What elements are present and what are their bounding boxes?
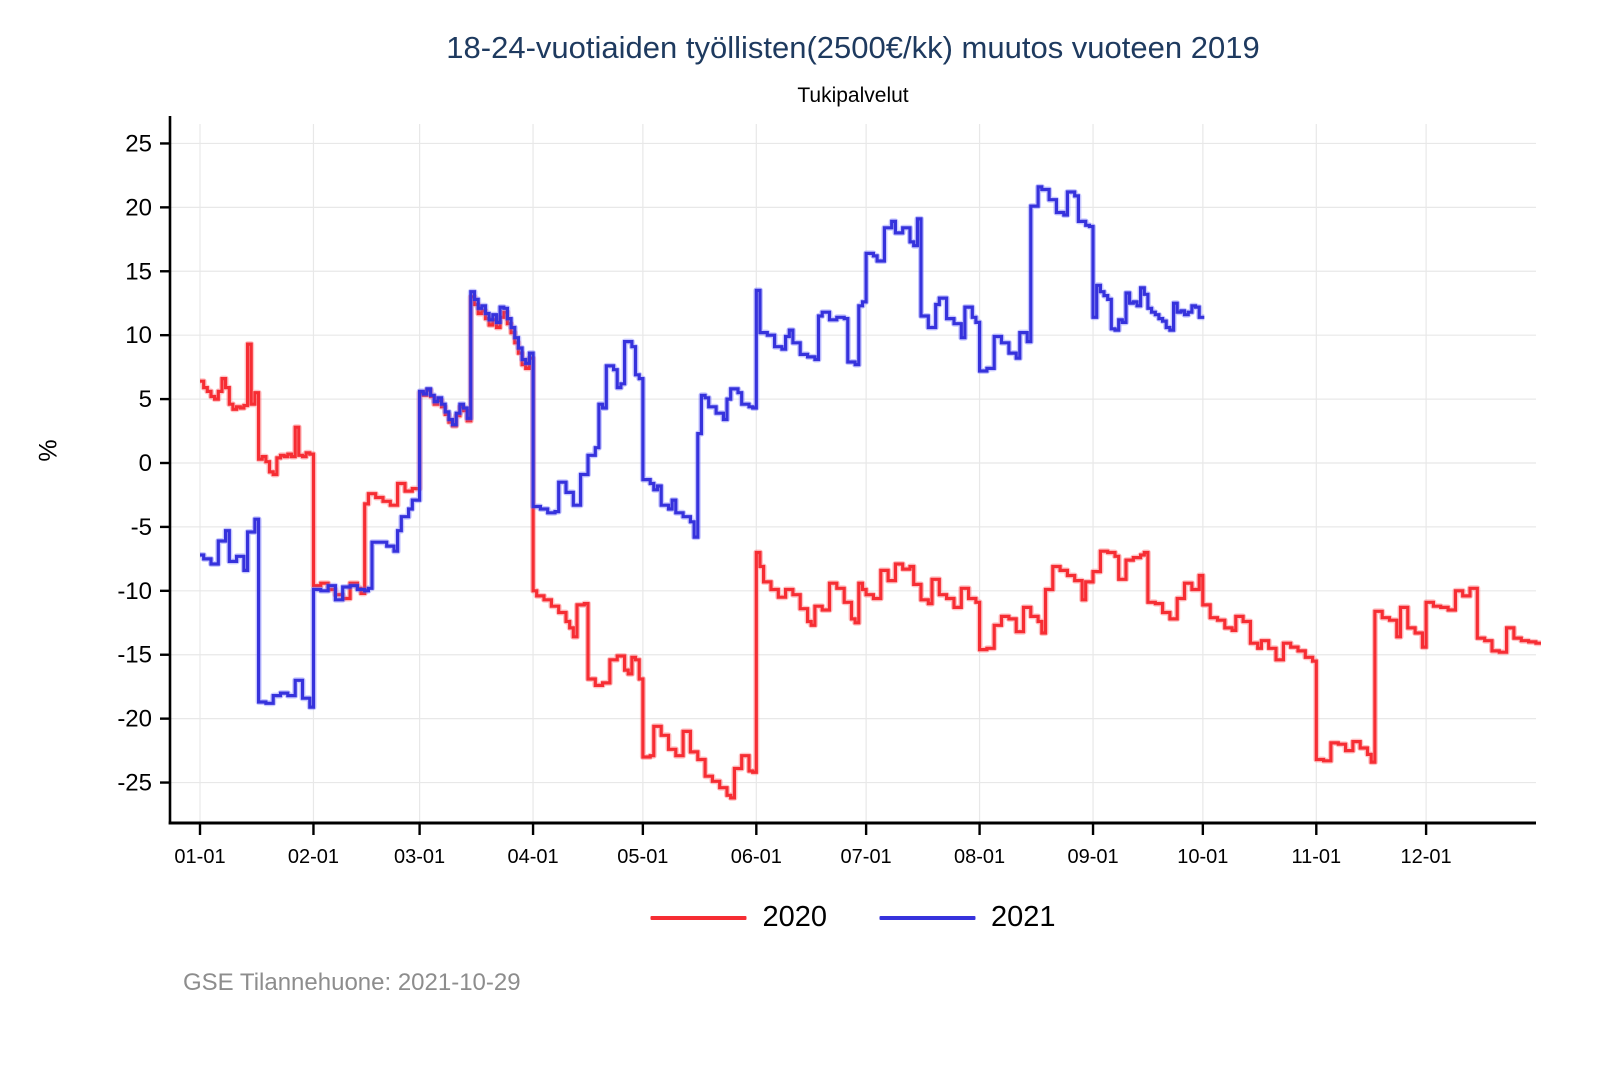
series-line-2020 <box>200 295 1541 800</box>
y-tick-label: 10 <box>125 322 152 349</box>
x-tick-label: 10-01 <box>1177 846 1228 868</box>
x-tick-label: 09-01 <box>1067 846 1118 868</box>
legend-line-swatch-blue <box>879 915 975 920</box>
x-tick-label: 11-01 <box>1291 846 1341 868</box>
y-axis-label: % <box>34 439 63 462</box>
y-tick-label: -25 <box>117 770 152 797</box>
x-tick-label: 08-01 <box>954 846 1005 868</box>
x-tick-label: 05-01 <box>617 846 668 868</box>
y-tick-label: 25 <box>125 130 152 157</box>
legend: 2020 2021 <box>650 901 1056 934</box>
x-tick-label: 06-01 <box>731 846 782 868</box>
x-tick-label: 07-01 <box>841 846 892 868</box>
series-halo-2020 <box>200 293 1541 801</box>
y-tick-label: 15 <box>125 258 152 285</box>
x-tick-label: 04-01 <box>507 846 558 868</box>
series-halo-2021 <box>200 183 1205 711</box>
y-tick-label: 0 <box>139 450 152 477</box>
chart-title: 18-24-vuotiaiden työllisten(2500€/kk) mu… <box>446 30 1260 65</box>
y-tick-label: -10 <box>117 578 152 605</box>
series-line-2021 <box>200 185 1205 709</box>
legend-line-swatch-red <box>650 915 747 920</box>
y-tick-label: 20 <box>125 194 152 221</box>
legend-label: 2021 <box>991 901 1056 933</box>
chart-subtitle: Tukipalvelut <box>797 84 909 107</box>
x-tick-label: 01-01 <box>174 846 225 868</box>
legend-item-2020: 2020 <box>650 901 827 934</box>
x-tick-label: 12-01 <box>1401 846 1452 868</box>
y-tick-label: -15 <box>117 642 152 669</box>
y-tick-label: -20 <box>117 706 152 733</box>
source-caption: GSE Tilannehuone: 2021-10-29 <box>183 969 521 996</box>
y-tick-label: -5 <box>131 514 152 541</box>
legend-label: 2020 <box>762 901 827 933</box>
y-tick-label: 5 <box>139 386 152 413</box>
x-tick-label: 02-01 <box>288 846 339 868</box>
x-tick-label: 03-01 <box>394 846 445 868</box>
legend-item-2021: 2021 <box>879 901 1056 934</box>
